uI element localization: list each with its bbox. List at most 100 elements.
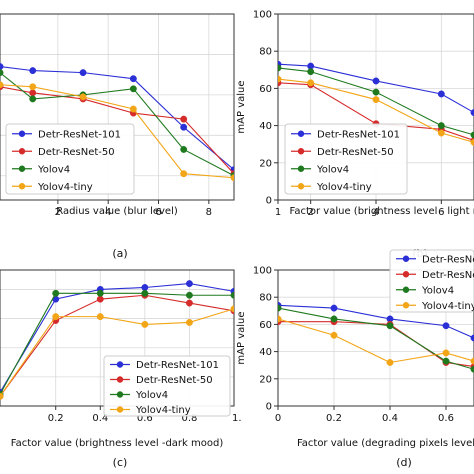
- x-tick-label: 0: [275, 413, 281, 424]
- legend-label: Detr-ResNet-50: [38, 147, 115, 158]
- legend: Detr-ResNet-101 Detr-ResNet-50 Yolov4 Yolov…: [5, 123, 135, 195]
- legend-box: [5, 123, 135, 195]
- series-line: [0, 294, 234, 397]
- x-axis-label: Factor value (brightness level -dark moo…: [11, 438, 224, 449]
- data-point: [141, 320, 149, 328]
- data-point: [52, 313, 60, 321]
- data-point: [29, 89, 37, 97]
- series-detr-resnet-101: [278, 301, 474, 342]
- series-yolov4-tiny: [0, 305, 234, 400]
- y-tick-label: 100: [253, 266, 272, 277]
- data-point: [307, 68, 315, 76]
- x-tick-label: 1: [275, 207, 281, 218]
- y-tick-label: 60: [259, 84, 272, 95]
- legend-label: Detr-ResNet-50: [317, 147, 394, 158]
- data-point: [230, 291, 234, 299]
- plot-series: [278, 301, 474, 373]
- legend-swatch-marker: [116, 391, 124, 398]
- data-point: [141, 284, 149, 291]
- x-tick-label: 2: [55, 207, 61, 218]
- legend-label: Yolov4: [135, 390, 168, 401]
- legend-swatch-marker: [297, 148, 305, 155]
- series-yolov4-tiny: [0, 81, 234, 182]
- data-point: [330, 304, 338, 312]
- series-line: [0, 84, 234, 179]
- data-point: [29, 95, 37, 103]
- data-point: [386, 322, 394, 330]
- plot-series: [0, 63, 234, 182]
- legend-label: Detr-ResNet-101: [38, 129, 121, 140]
- data-point: [0, 392, 4, 400]
- y-axis-label: mAP value: [236, 311, 247, 364]
- data-point: [442, 322, 450, 330]
- legend-box: [284, 123, 408, 195]
- series-line: [0, 292, 234, 395]
- legend-label: Yolov4-tiny: [421, 301, 474, 312]
- y-tick-label: 40: [259, 347, 272, 358]
- legend: Detr-ResNet-101 Detr-ResNet-50 Yolov4 Yolov…: [103, 355, 231, 417]
- data-point: [372, 88, 380, 96]
- data-point: [442, 357, 450, 365]
- legend-swatch-marker: [402, 286, 410, 293]
- legend-swatch-marker: [402, 271, 410, 278]
- legend-label: Detr-ResNe: [422, 270, 474, 281]
- y-tick-label: 60: [259, 320, 272, 331]
- x-tick-label: 0.8: [181, 413, 197, 424]
- data-point: [129, 105, 137, 113]
- x-tick-label: 0.4: [92, 413, 108, 424]
- legend: Detr-ResNet-101 Detr-ResNet-50 Yolov4 Yolov…: [284, 123, 408, 195]
- data-point: [185, 319, 193, 326]
- series-line: [0, 72, 234, 177]
- data-point: [141, 289, 149, 297]
- data-point: [79, 69, 87, 77]
- x-axis-label: Factor value (brightness level - light m: [290, 206, 474, 217]
- series-line: [0, 283, 234, 393]
- legend-swatch-marker: [297, 165, 305, 172]
- panel-label: (d): [396, 456, 412, 469]
- legend-swatch-marker: [18, 130, 26, 137]
- legend-swatch-marker: [18, 165, 26, 172]
- series-yolov4: [0, 69, 234, 180]
- data-point: [437, 90, 445, 98]
- series-line: [0, 66, 234, 171]
- data-point: [180, 146, 188, 153]
- series-yolov4-tiny: [278, 315, 474, 366]
- data-point: [0, 81, 4, 89]
- data-point: [0, 69, 4, 77]
- data-point: [29, 67, 37, 75]
- panel-label: (c): [113, 456, 128, 469]
- panel-label: (a): [112, 247, 127, 260]
- data-point: [185, 299, 193, 307]
- x-tick-label: 2: [307, 207, 313, 218]
- legend-swatch-marker: [297, 130, 305, 137]
- legend-label: Yolov4-tiny: [135, 405, 191, 416]
- data-point: [96, 295, 104, 303]
- y-tick-label: 0: [266, 196, 272, 207]
- x-tick-label: 8: [206, 207, 212, 218]
- legend-label: Detr-ResNe: [422, 254, 474, 265]
- series-line: [0, 86, 234, 175]
- legend-swatch-marker: [402, 302, 410, 309]
- data-point: [330, 315, 338, 323]
- y-tick-label: 0: [266, 402, 272, 413]
- legend-label: Yolov4: [316, 164, 349, 175]
- legend-swatch-marker: [18, 148, 26, 155]
- x-tick-label: 6: [438, 207, 444, 218]
- legend-label: Yolov4: [421, 285, 454, 296]
- legend-label: Detr-ResNet-50: [136, 375, 213, 386]
- x-tick-label: 6: [155, 207, 161, 218]
- x-tick-label: 0.4: [382, 413, 398, 424]
- data-point: [96, 289, 104, 297]
- data-point: [129, 75, 137, 83]
- data-point: [278, 315, 282, 323]
- y-tick-label: 20: [259, 374, 272, 385]
- y-tick-label: 100: [253, 10, 272, 21]
- y-axis-label: mAP value: [236, 80, 247, 133]
- x-tick-label: 4: [105, 207, 111, 218]
- data-point: [278, 75, 282, 83]
- plot-frame: [277, 269, 474, 407]
- data-point: [185, 280, 193, 288]
- legend-label: Detr-ResNet-101: [317, 129, 400, 140]
